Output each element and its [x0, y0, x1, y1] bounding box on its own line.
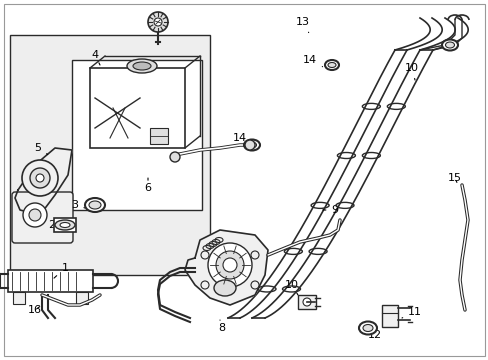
Bar — [90, 68, 184, 148]
Ellipse shape — [445, 42, 453, 48]
Text: 3: 3 — [71, 200, 85, 210]
Bar — [72, 60, 202, 210]
Text: 14: 14 — [303, 55, 322, 67]
Circle shape — [170, 152, 180, 162]
Circle shape — [250, 281, 259, 289]
Text: 1: 1 — [54, 263, 68, 278]
Text: 12: 12 — [367, 330, 381, 340]
Text: 11: 11 — [401, 307, 421, 318]
Bar — [54, 218, 76, 232]
Ellipse shape — [358, 321, 376, 334]
Circle shape — [29, 209, 41, 221]
Bar — [10, 35, 209, 275]
Circle shape — [201, 251, 208, 259]
Text: 2: 2 — [48, 220, 62, 230]
Text: 7: 7 — [156, 17, 163, 30]
Text: 10: 10 — [404, 63, 418, 80]
Ellipse shape — [127, 59, 157, 73]
Text: 10: 10 — [285, 280, 298, 295]
FancyBboxPatch shape — [12, 192, 73, 243]
Text: 9: 9 — [322, 205, 338, 215]
Ellipse shape — [55, 220, 75, 230]
Bar — [381, 305, 397, 327]
Text: 13: 13 — [295, 17, 309, 32]
Ellipse shape — [247, 142, 256, 148]
Ellipse shape — [327, 63, 335, 68]
Circle shape — [303, 298, 310, 306]
Text: 6: 6 — [144, 178, 151, 193]
Circle shape — [148, 12, 168, 32]
Text: 4: 4 — [91, 50, 100, 65]
Circle shape — [154, 18, 162, 26]
Ellipse shape — [133, 62, 151, 70]
Polygon shape — [15, 148, 72, 215]
Circle shape — [216, 251, 244, 279]
Circle shape — [36, 174, 44, 182]
Polygon shape — [184, 230, 267, 305]
Bar — [8, 270, 93, 292]
Circle shape — [244, 140, 254, 150]
Bar — [297, 295, 315, 309]
Circle shape — [22, 160, 58, 196]
Ellipse shape — [441, 40, 457, 50]
Ellipse shape — [89, 201, 101, 209]
Ellipse shape — [214, 280, 236, 296]
Ellipse shape — [244, 139, 260, 150]
Ellipse shape — [60, 222, 70, 228]
Circle shape — [207, 243, 251, 287]
Text: 8: 8 — [218, 320, 225, 333]
Text: 14: 14 — [232, 133, 251, 145]
Text: 15: 15 — [447, 173, 461, 183]
Ellipse shape — [85, 198, 105, 212]
Text: 5: 5 — [35, 143, 48, 154]
Circle shape — [201, 281, 208, 289]
Bar — [13, 292, 25, 304]
Text: 16: 16 — [28, 305, 42, 315]
Circle shape — [250, 251, 259, 259]
Ellipse shape — [325, 60, 338, 70]
Circle shape — [23, 203, 47, 227]
Circle shape — [223, 258, 237, 272]
Bar — [76, 292, 88, 304]
Bar — [150, 128, 168, 144]
Circle shape — [30, 168, 50, 188]
Ellipse shape — [362, 324, 372, 332]
